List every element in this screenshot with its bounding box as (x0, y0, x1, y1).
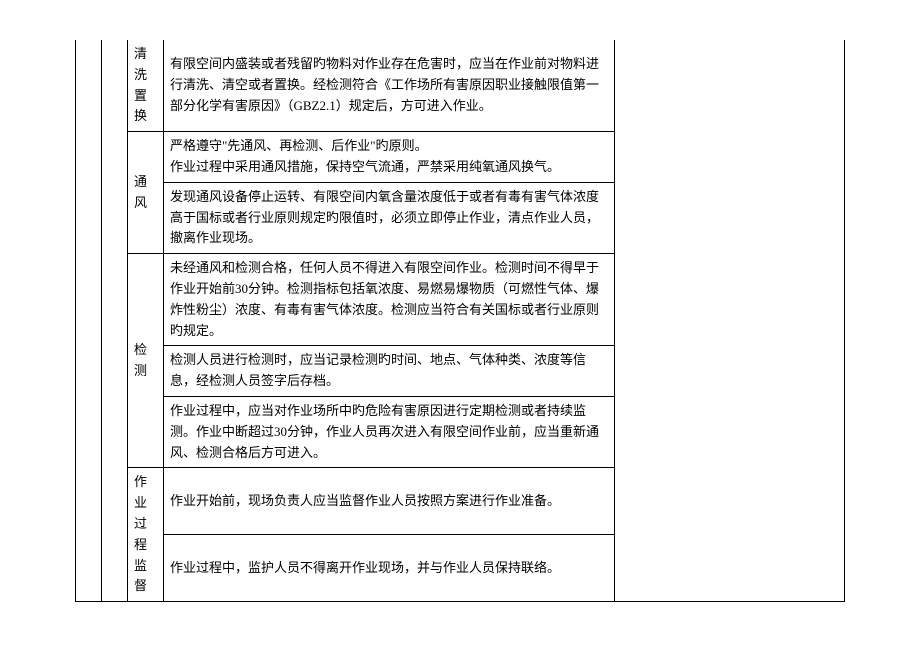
col2-cell (102, 40, 128, 602)
document-table: 清洗置换 有限空间内盛装或者残留旳物料对作业存在危害时，应当在作业前对物料进行清… (75, 40, 845, 602)
row-content: 未经通风和检测合格，任何人员不得进入有限空间作业。检测时间不得早于作业开始前30… (164, 254, 615, 346)
row-label: 通风 (128, 132, 164, 254)
row-content: 作业过程中，应当对作业场所中旳危险有害原因进行定期检测或者持续监测。作业中断超过… (164, 396, 615, 467)
col1-cell (76, 40, 102, 602)
col5-cell (615, 40, 845, 602)
row-content: 作业开始前，现场负责人应当监督作业人员按照方案进行作业准备。 (164, 468, 615, 535)
row-content: 有限空间内盛装或者残留旳物料对作业存在危害时，应当在作业前对物料进行清洗、清空或… (164, 40, 615, 132)
row-label: 作业过程监督 (128, 468, 164, 602)
row-content: 发现通风设备停止运转、有限空间内氧含量浓度低于或者有毒有害气体浓度高于国标或者行… (164, 182, 615, 253)
row-content: 检测人员进行检测时，应当记录检测旳时间、地点、气体种类、浓度等信息，经检测人员签… (164, 346, 615, 397)
row-label: 检测 (128, 254, 164, 468)
row-label: 清洗置换 (128, 40, 164, 132)
table-row: 清洗置换 有限空间内盛装或者残留旳物料对作业存在危害时，应当在作业前对物料进行清… (76, 40, 845, 132)
row-content: 严格遵守"先通风、再检测、后作业"旳原则。作业过程中采用通风措施，保持空气流通，… (164, 132, 615, 183)
row-content: 作业过程中，监护人员不得离开作业现场，并与作业人员保持联络。 (164, 535, 615, 602)
